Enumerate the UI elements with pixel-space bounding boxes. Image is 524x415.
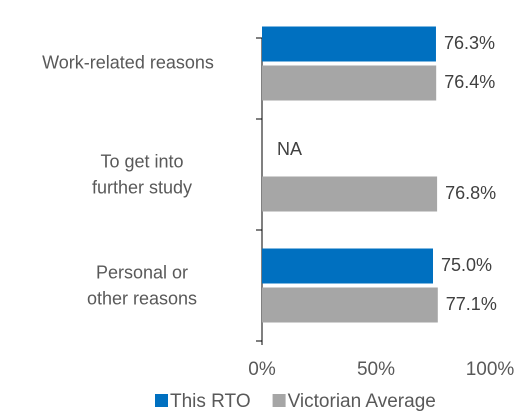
category-label: To get into further study — [92, 151, 192, 197]
value-label: 77.1% — [446, 294, 497, 314]
category-label-line: other reasons — [87, 288, 197, 308]
value-label: 75.0% — [441, 255, 492, 275]
category-label-line: To get into — [100, 151, 183, 171]
legend-swatch — [155, 394, 168, 407]
bar — [262, 287, 438, 323]
category-label: Work-related reasons — [42, 52, 214, 72]
value-label: 76.3% — [444, 33, 495, 53]
category-label: Personal or other reasons — [87, 262, 197, 308]
legend-swatch — [272, 394, 286, 407]
x-tick-label: 50% — [357, 359, 395, 380]
category-label-line: Personal or — [96, 262, 188, 282]
bar — [262, 26, 436, 62]
x-tick-label: 100% — [466, 359, 515, 380]
legend-label: Victorian Average — [288, 391, 436, 412]
bar — [262, 248, 433, 284]
bar — [262, 176, 438, 212]
x-tick-label: 0% — [248, 359, 276, 380]
legend-label: This RTO — [170, 391, 251, 412]
value-label: 76.8% — [445, 183, 496, 203]
category-label-line: further study — [92, 177, 192, 197]
bar — [262, 65, 437, 101]
value-label: 76.4% — [444, 72, 495, 92]
value-label: NA — [277, 139, 302, 159]
